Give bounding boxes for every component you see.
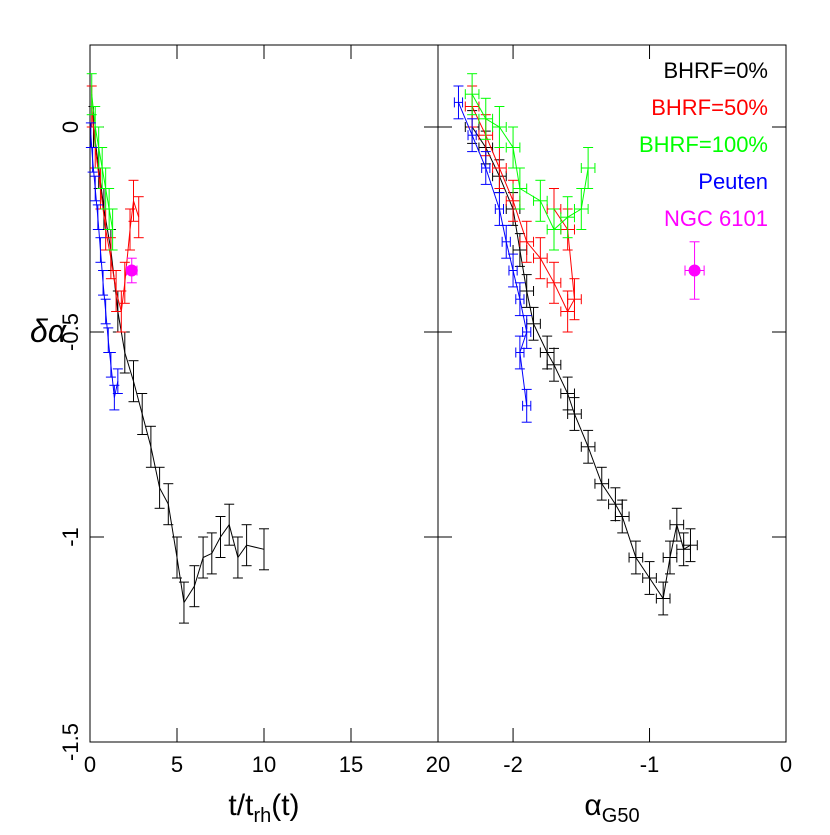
y-tick-label: -0.5 — [58, 313, 83, 351]
x-label-sub: rh — [253, 805, 271, 827]
point — [688, 264, 701, 277]
legend-entry: BHRF=0% — [663, 58, 768, 83]
x-tick-label: 0 — [84, 752, 96, 777]
legend-entry: NGC 6101 — [664, 206, 768, 231]
plot-frame — [437, 44, 787, 743]
series-line — [90, 135, 119, 398]
legend-entry: BHRF=50% — [651, 95, 768, 120]
y-axis-label: δα — [30, 313, 67, 349]
x-tick-label: -1 — [640, 752, 660, 777]
series-line — [92, 126, 265, 604]
x-tick-label: 0 — [780, 752, 792, 777]
x-label-tail: (t) — [271, 789, 299, 822]
x-tick-label: 15 — [339, 752, 363, 777]
x-tick-label: 20 — [426, 752, 450, 777]
series-line — [471, 126, 691, 600]
series-line — [458, 102, 528, 406]
point — [125, 264, 138, 277]
x-tick-label: 5 — [171, 752, 183, 777]
legend-entry: Peuten — [698, 169, 768, 194]
y-tick-label: -1 — [58, 527, 83, 547]
x-tick-label: 10 — [252, 752, 276, 777]
x-label-sub: G50 — [602, 805, 640, 827]
y-tick-label: -1.5 — [58, 723, 83, 761]
legend-entry: BHRF=100% — [639, 132, 768, 157]
x-tick-label: -2 — [503, 752, 523, 777]
x-axis-label: αG50 — [584, 789, 639, 827]
x-label-main: α — [584, 789, 601, 822]
x-label-main: t/t — [228, 789, 254, 822]
x-axis-label: t/trh(t) — [228, 789, 299, 827]
y-tick-label: 0 — [58, 121, 83, 133]
